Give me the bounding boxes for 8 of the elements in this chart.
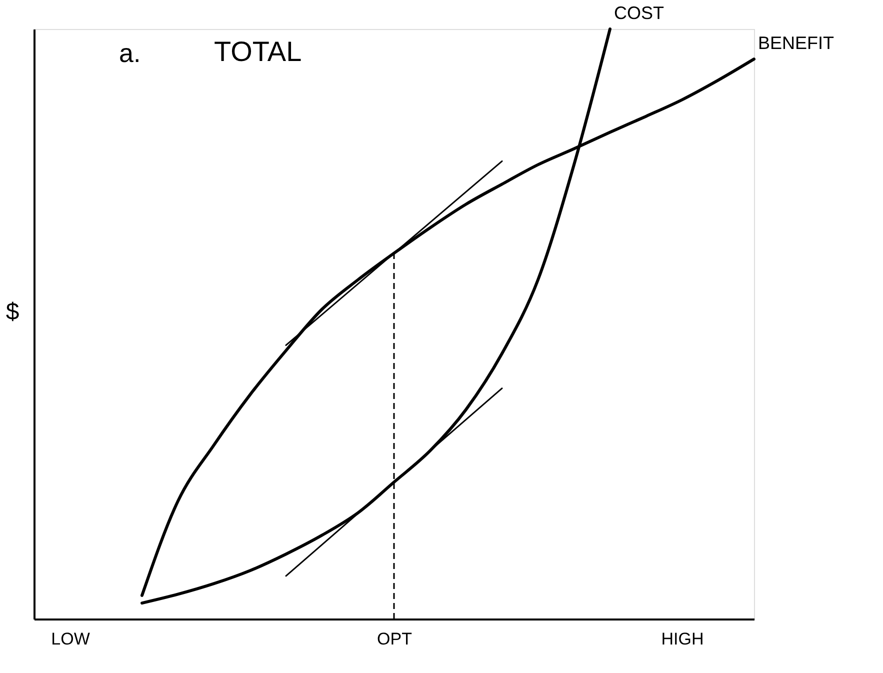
x-tick-label: OPT bbox=[377, 630, 412, 648]
x-tick-label: HIGH bbox=[661, 630, 704, 648]
x-tick-label: LOW bbox=[51, 630, 90, 648]
series-label: COST bbox=[614, 3, 664, 23]
series-label: BENEFIT bbox=[758, 33, 834, 54]
annotation: a. bbox=[119, 38, 141, 68]
chart-title: TOTAL bbox=[214, 36, 302, 67]
y-axis-title: $ bbox=[6, 298, 20, 326]
